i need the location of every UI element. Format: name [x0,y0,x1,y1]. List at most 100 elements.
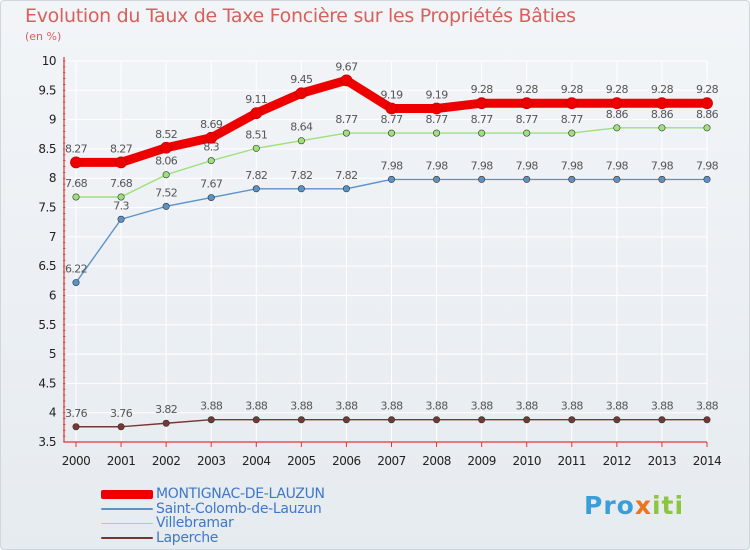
data-label: 7.82 [335,169,357,182]
data-label: 9.28 [696,83,719,96]
data-label: 8.64 [290,121,313,134]
data-point [295,87,308,100]
y-tick-label: 6 [49,288,56,302]
data-label: 9.28 [651,83,674,96]
data-point [478,129,486,137]
data-label: 3.88 [516,400,539,413]
data-point [613,175,621,183]
data-point [613,124,621,132]
x-tick-label: 2011 [558,454,587,468]
data-point [342,416,350,424]
data-point [205,131,218,144]
data-point [207,194,215,202]
data-label: 3.88 [426,400,449,413]
proxiti-logo: Proxiti [584,491,684,520]
data-label: 9.19 [426,88,449,101]
data-label: 3.88 [290,400,313,413]
legend-swatch [101,537,153,539]
logo-part-x: x [634,491,652,520]
data-label: 3.88 [651,400,674,413]
y-tick-label: 5.5 [38,318,56,332]
y-tick-label: 7 [49,230,56,244]
data-point [703,416,711,424]
legend-item: Laperche [101,531,325,546]
data-point [703,124,711,132]
data-label: 3.82 [155,403,177,416]
logo-part-pro: Pro [584,491,635,520]
data-label: 3.88 [380,400,403,413]
x-tick-label: 2002 [152,454,181,468]
data-point [117,193,125,201]
data-point [701,97,713,110]
data-label: 8.52 [155,128,177,141]
data-label: 8.3 [203,141,219,154]
data-point [523,416,531,424]
data-label: 3.88 [561,400,584,413]
y-tick-label: 10 [42,54,56,68]
data-label: 8.86 [606,108,629,121]
data-point [72,423,80,431]
x-tick-label: 2013 [648,454,677,468]
data-point [520,97,533,110]
data-point [703,175,711,183]
data-label: 9.19 [380,88,403,101]
data-point [252,144,260,152]
x-tick-label: 2008 [422,454,451,468]
data-point [568,129,576,137]
logo-part-iti: iti [651,491,685,520]
data-point [297,137,305,145]
data-label: 8.77 [426,113,449,126]
data-label: 8.27 [65,142,88,155]
data-point [252,185,260,193]
x-tick-label: 2010 [512,454,541,468]
data-label: 8.77 [335,113,358,126]
y-tick-label: 4.5 [38,376,56,390]
data-point [568,416,576,424]
data-point [433,129,441,137]
x-tick-label: 2009 [467,454,496,468]
data-label: 8.86 [651,108,674,121]
legend-label: Saint-Colomb-de-Lauzun [156,500,322,517]
data-point [656,97,668,110]
data-label: 7.98 [696,159,719,172]
data-label: 3.88 [696,400,719,413]
data-label: 7.68 [110,177,133,190]
data-label: 9.67 [335,60,358,73]
chart-title: Evolution du Taux de Taxe Foncière sur l… [25,5,576,27]
data-label: 8.77 [516,113,539,126]
data-point [523,129,531,137]
data-point [70,156,82,169]
data-point [297,185,305,193]
x-tick-label: 2000 [62,454,91,468]
data-label: 8.77 [471,113,494,126]
y-tick-label: 9 [49,113,56,127]
data-point [475,97,488,110]
data-label: 3.88 [245,400,268,413]
data-point [430,102,443,115]
x-tick-label: 2004 [242,454,271,468]
y-tick-label: 8 [49,171,56,185]
data-label: 3.88 [200,400,223,413]
x-tick-label: 2001 [107,454,136,468]
data-point [610,97,623,110]
data-label: 7.98 [516,159,539,172]
data-point [250,107,263,120]
data-label: 8.77 [561,113,584,126]
y-tick-label: 4 [49,406,56,420]
y-tick-label: 9.5 [38,83,56,97]
data-point [565,97,578,110]
data-label: 7.3 [113,199,129,212]
data-point [478,416,486,424]
x-tick-label: 2014 [693,454,722,468]
data-label: 3.88 [335,400,358,413]
data-point [342,129,350,137]
legend-swatch [101,508,153,510]
y-tick-label: 8.5 [38,142,56,156]
chart-legend: MONTIGNAC-DE-LAUZUN Saint-Colomb-de-Lauzu… [101,487,325,545]
data-point [297,416,305,424]
x-tick-label: 2003 [197,454,226,468]
y-tick-label: 6.5 [38,259,56,273]
data-label: 3.88 [471,400,494,413]
data-label: 6.22 [65,263,87,276]
x-tick-label: 2007 [377,454,406,468]
